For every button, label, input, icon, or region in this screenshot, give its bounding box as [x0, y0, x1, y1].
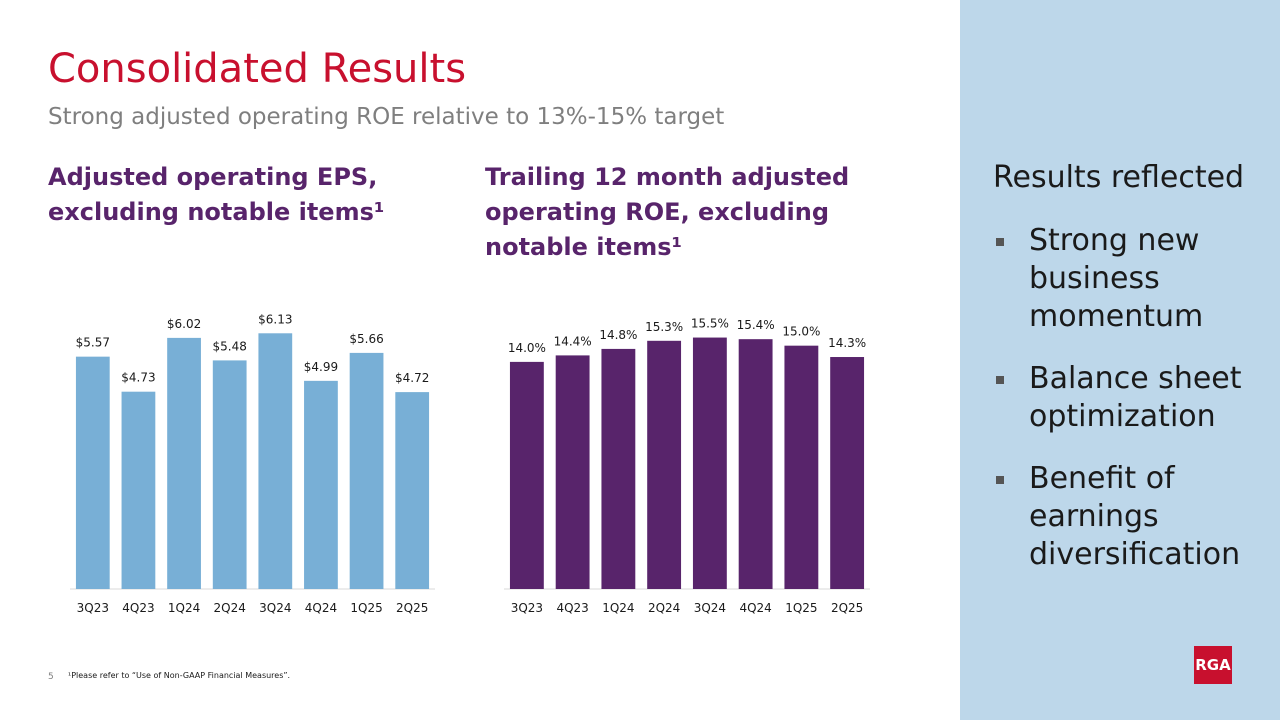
value-label: 15.4% — [737, 318, 775, 332]
bullet: Strong new business momentum — [993, 222, 1278, 336]
x-tick-label: 3Q24 — [694, 601, 726, 615]
bullet: Benefit of earnings diversification — [993, 460, 1278, 574]
footnote: ¹Please refer to “Use of Non-GAAP Financ… — [68, 671, 291, 680]
bar — [509, 361, 544, 589]
value-label: $6.02 — [167, 317, 201, 331]
bar — [784, 345, 819, 589]
logo: RGA — [1194, 646, 1232, 684]
value-label: 15.3% — [645, 320, 683, 334]
value-label: 14.4% — [554, 334, 592, 348]
x-tick-label: 1Q24 — [602, 601, 634, 615]
x-tick-label: 3Q23 — [511, 601, 543, 615]
bar — [395, 392, 430, 589]
bar — [738, 339, 773, 589]
bullet: Balance sheet optimization — [993, 360, 1278, 436]
x-tick-label: 1Q25 — [785, 601, 817, 615]
chart-title: Adjusted operating EPS, excluding notabl… — [48, 163, 385, 226]
x-tick-label: 2Q25 — [396, 601, 428, 615]
x-tick-label: 1Q24 — [168, 601, 200, 615]
x-tick-label: 2Q25 — [831, 601, 863, 615]
x-tick-label: 1Q25 — [350, 601, 382, 615]
value-label: 15.5% — [691, 317, 729, 331]
bar — [304, 380, 338, 589]
bar — [167, 337, 201, 589]
sidebar: Results reflected Strong new business mo… — [960, 0, 1280, 720]
x-tick-label: 3Q24 — [259, 601, 291, 615]
x-tick-label: 4Q24 — [739, 601, 771, 615]
bullet-list: Strong new business momentum Balance she… — [993, 222, 1278, 598]
x-tick-label: 4Q23 — [556, 601, 588, 615]
value-label: $6.13 — [258, 312, 292, 326]
sidebar-heading: Results reflected — [993, 160, 1245, 195]
value-label: 14.3% — [828, 336, 866, 350]
slide-subtitle: Strong adjusted operating ROE relative t… — [48, 104, 725, 130]
value-label: $5.48 — [213, 339, 247, 353]
chart-title: Trailing 12 month adjusted operating ROE… — [485, 163, 850, 261]
bar — [601, 348, 636, 589]
bar — [349, 352, 384, 589]
value-label: $5.66 — [349, 332, 383, 346]
bar — [647, 340, 682, 589]
bar — [75, 356, 110, 589]
bar — [212, 360, 247, 589]
x-tick-label: 2Q24 — [648, 601, 680, 615]
x-tick-label: 3Q23 — [77, 601, 109, 615]
page-number: 5 — [48, 672, 54, 682]
bar — [830, 357, 865, 589]
value-label: 14.0% — [508, 341, 546, 355]
x-tick-label: 2Q24 — [214, 601, 246, 615]
x-tick-label: 4Q23 — [122, 601, 154, 615]
slide-title: Consolidated Results — [48, 46, 467, 92]
value-label: 15.0% — [782, 325, 820, 339]
value-label: $4.73 — [121, 371, 155, 385]
bar — [121, 391, 156, 589]
bar — [258, 333, 293, 589]
value-label: $4.72 — [395, 371, 429, 385]
bar — [555, 355, 590, 589]
value-label: $5.57 — [76, 336, 110, 350]
bar — [692, 337, 727, 589]
value-label: 14.8% — [599, 328, 637, 342]
x-tick-label: 4Q24 — [305, 601, 337, 615]
value-label: $4.99 — [304, 360, 338, 374]
